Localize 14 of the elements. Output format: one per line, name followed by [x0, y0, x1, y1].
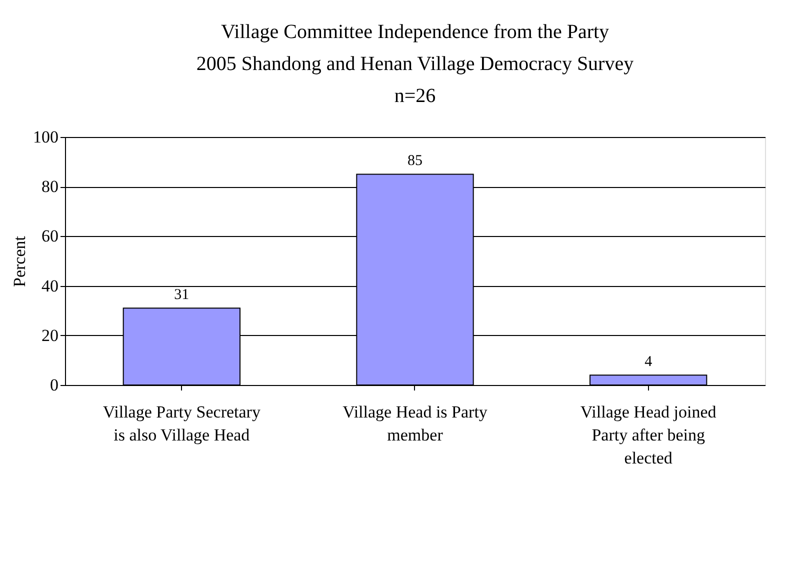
y-tick-label: 40	[42, 276, 58, 296]
y-tick-label: 0	[50, 376, 58, 394]
x-tick-label: Village Head joined Party after being elected	[580, 402, 717, 468]
y-axis-title: Percent	[10, 236, 29, 287]
data-label: 85	[408, 153, 422, 170]
y-tick-label: 100	[33, 128, 58, 146]
y-tick-label: 60	[42, 226, 58, 246]
data-label: 31	[174, 287, 190, 304]
x-tick-label: Village Party Secretary is also Village Head	[102, 402, 261, 444]
chart-title: Village Committee Independence from the Party 2005 Shandong and Henan Village Democracy Survey n=26	[196, 21, 634, 107]
y-tick-label: 80	[42, 177, 58, 196]
y-tick-label: 20	[42, 326, 58, 345]
data-label: 4	[644, 354, 653, 370]
x-tick-label: Village Head is Party member	[342, 402, 488, 444]
